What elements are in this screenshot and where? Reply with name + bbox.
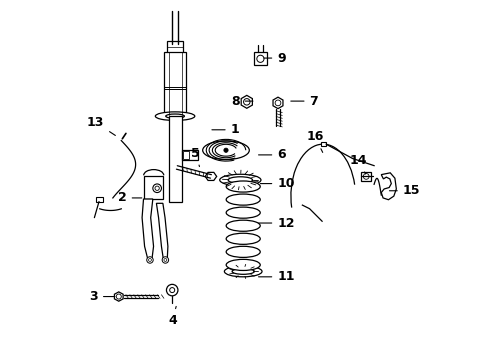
Polygon shape	[381, 173, 396, 200]
FancyBboxPatch shape	[169, 116, 181, 202]
Circle shape	[155, 186, 159, 190]
Circle shape	[148, 258, 151, 261]
FancyBboxPatch shape	[144, 176, 163, 199]
Text: 7: 7	[291, 95, 318, 108]
Text: 13: 13	[87, 116, 115, 135]
Ellipse shape	[226, 220, 260, 231]
FancyBboxPatch shape	[183, 151, 190, 159]
Polygon shape	[205, 172, 217, 180]
Text: 4: 4	[168, 306, 177, 327]
Polygon shape	[241, 95, 252, 108]
FancyBboxPatch shape	[321, 141, 326, 146]
Text: 11: 11	[259, 270, 295, 283]
Text: 2: 2	[118, 192, 142, 204]
Ellipse shape	[226, 207, 260, 218]
FancyBboxPatch shape	[164, 51, 186, 116]
FancyBboxPatch shape	[181, 149, 197, 160]
Circle shape	[244, 99, 250, 105]
Text: 1: 1	[212, 123, 240, 136]
Circle shape	[167, 284, 178, 296]
Ellipse shape	[226, 233, 260, 244]
Ellipse shape	[228, 177, 252, 183]
Ellipse shape	[226, 259, 260, 270]
Text: 9: 9	[264, 51, 286, 64]
FancyBboxPatch shape	[254, 52, 267, 65]
Circle shape	[364, 174, 369, 179]
FancyBboxPatch shape	[361, 172, 371, 181]
Text: 14: 14	[349, 154, 367, 174]
Ellipse shape	[155, 112, 195, 121]
Text: 10: 10	[260, 177, 295, 190]
Text: 16: 16	[307, 130, 324, 152]
Polygon shape	[115, 292, 123, 301]
Polygon shape	[142, 199, 153, 261]
Circle shape	[147, 257, 153, 263]
Ellipse shape	[232, 269, 254, 274]
Ellipse shape	[226, 246, 260, 257]
Ellipse shape	[224, 266, 262, 277]
Text: 15: 15	[390, 184, 420, 197]
Ellipse shape	[166, 114, 184, 118]
Circle shape	[170, 288, 175, 293]
Ellipse shape	[220, 174, 261, 186]
Text: 3: 3	[89, 290, 115, 303]
Text: 5: 5	[192, 147, 200, 167]
Ellipse shape	[226, 194, 260, 205]
Text: 6: 6	[259, 148, 286, 161]
Polygon shape	[273, 97, 283, 109]
Circle shape	[162, 257, 169, 263]
Circle shape	[257, 55, 264, 62]
FancyBboxPatch shape	[96, 197, 102, 202]
Circle shape	[116, 294, 122, 299]
Circle shape	[224, 148, 228, 152]
FancyBboxPatch shape	[167, 41, 183, 53]
Circle shape	[164, 258, 167, 261]
Ellipse shape	[226, 181, 260, 192]
Text: 8: 8	[231, 95, 253, 108]
Polygon shape	[156, 203, 168, 261]
Text: 12: 12	[259, 216, 295, 230]
Circle shape	[275, 100, 281, 106]
Circle shape	[153, 184, 161, 193]
